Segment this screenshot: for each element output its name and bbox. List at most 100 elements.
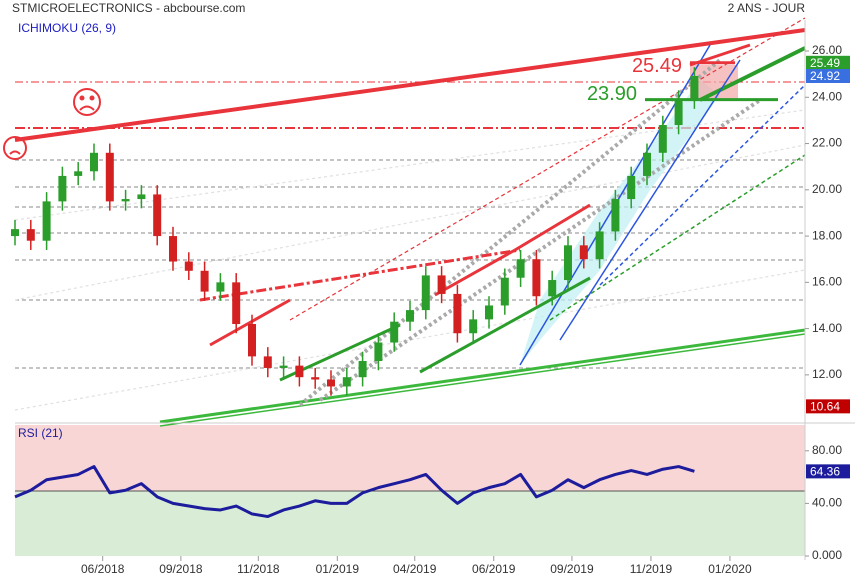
candle-body — [516, 259, 525, 278]
trendline — [159, 333, 806, 427]
candle-body — [279, 365, 288, 368]
candle-body — [627, 175, 636, 200]
candle-body — [595, 231, 604, 260]
candle-body — [121, 199, 130, 202]
trendline — [14, 144, 806, 301]
chart-title: STMICROELECTRONICS - abcbourse.com — [12, 1, 245, 15]
x-tick-label: 11/2019 — [630, 562, 673, 576]
x-tick-label: 09/2019 — [550, 562, 594, 576]
rsi-label: RSI (21) — [18, 426, 63, 440]
rsi-line — [14, 465, 695, 519]
candle-body — [564, 245, 572, 281]
candle-body — [421, 275, 430, 311]
candle-body — [532, 259, 541, 297]
annotation-label: 23.90 — [587, 83, 637, 105]
candle-body — [105, 152, 114, 202]
candle-body — [690, 75, 699, 100]
x-tick-label: 09/2018 — [159, 562, 203, 576]
candle-body — [453, 293, 462, 334]
y-tick-label: 26.00 — [812, 43, 842, 57]
candle-body — [248, 323, 256, 357]
candle-body — [58, 175, 67, 202]
trendline — [298, 58, 722, 407]
trendline — [699, 46, 806, 102]
candle-body — [390, 321, 399, 343]
trendline — [199, 248, 521, 302]
candle-body — [342, 377, 351, 387]
candle-body — [469, 319, 478, 334]
trendline — [159, 328, 806, 424]
trendline — [209, 298, 291, 347]
channel-line — [559, 59, 741, 341]
candle-body — [658, 125, 667, 153]
faint-trendlines — [14, 109, 806, 411]
trendline — [514, 203, 591, 252]
candle-body — [42, 201, 51, 241]
y-tick-label: 22.00 — [812, 136, 842, 150]
candle-body — [674, 99, 683, 126]
y-tick-label: 14.00 — [812, 321, 842, 335]
channel-fill — [520, 80, 720, 365]
candle-body — [11, 229, 19, 237]
x-tick-label: 01/2019 — [316, 562, 360, 576]
price-tag-label: 24.92 — [810, 69, 840, 83]
trendline — [289, 17, 806, 321]
x-tick-label: 11/2018 — [237, 562, 280, 576]
candle-body — [74, 171, 83, 176]
price-tag — [806, 55, 850, 70]
y-tick-label: 24.00 — [812, 89, 842, 103]
candle-body — [200, 270, 209, 292]
y-tick-label: 18.00 — [812, 228, 842, 242]
indicator-label: ICHIMOKU (26, 9) — [18, 21, 116, 35]
y-tick-label: 0.000 — [812, 548, 842, 562]
candle-body — [437, 275, 446, 294]
trendline — [549, 154, 806, 321]
trendline — [434, 248, 516, 297]
price-tag — [806, 68, 850, 83]
price-tag-label: 64.36 — [810, 465, 840, 479]
candle-body — [232, 282, 241, 324]
candle-body — [311, 377, 320, 380]
candle-body — [263, 356, 272, 368]
candle-body — [485, 305, 493, 320]
candle-body — [500, 277, 509, 306]
price-tag-label: 25.49 — [810, 56, 840, 70]
candle-body — [216, 282, 225, 292]
trendline — [419, 276, 591, 374]
period-label: 2 ANS - JOUR — [728, 1, 806, 15]
candle-body — [137, 194, 146, 200]
candle-body — [295, 365, 304, 378]
candle-body — [406, 310, 414, 322]
price-tag — [806, 464, 850, 479]
candle-body — [184, 261, 193, 271]
channel-line — [599, 84, 806, 286]
price-tag — [806, 399, 850, 414]
trendline — [14, 269, 806, 411]
levels — [15, 159, 805, 369]
trendline — [318, 98, 762, 402]
candle-body — [90, 152, 98, 172]
y-tick-label: 16.00 — [812, 275, 842, 289]
x-tick-label: 06/2019 — [472, 562, 516, 576]
candle-body — [611, 199, 620, 232]
rsi-oversold-zone — [15, 491, 805, 556]
y-tick-label: 20.00 — [812, 182, 842, 196]
candle-body — [153, 194, 162, 237]
candle-body — [169, 236, 177, 262]
candle-body — [643, 152, 651, 176]
sad-face-icon — [3, 136, 27, 160]
sad-face-icon — [73, 88, 101, 116]
x-tick-label: 06/2018 — [81, 562, 125, 576]
trendline — [14, 28, 806, 142]
candle-body — [26, 229, 35, 241]
x-tick-label: 04/2019 — [393, 562, 437, 576]
trendline — [14, 109, 806, 221]
y-tick-label: 40.00 — [812, 496, 842, 510]
price-tag-label: 10.64 — [810, 400, 840, 414]
candle-body — [579, 245, 588, 260]
candle-body — [548, 280, 557, 297]
candle-body — [358, 361, 367, 378]
candle-body — [327, 379, 335, 387]
candle-body — [374, 342, 383, 362]
